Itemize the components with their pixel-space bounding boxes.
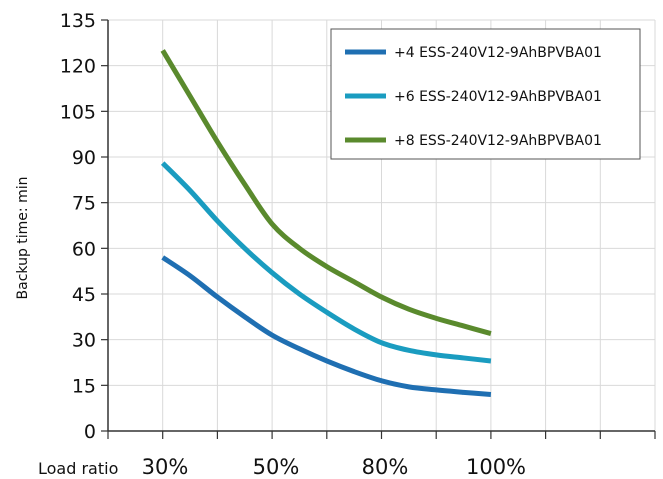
x-tick-label: 30% [142, 455, 189, 479]
y-tick-label: 15 [72, 375, 96, 397]
y-tick-label: 90 [72, 147, 96, 169]
y-tick-label: 135 [60, 10, 96, 32]
legend-label: +4 ESS-240V12-9AhBPVBA01 [394, 45, 602, 61]
series-line-3 [160, 49, 492, 336]
y-tick-label: 0 [84, 421, 96, 443]
legend-label: +8 ESS-240V12-9AhBPVBA01 [394, 133, 602, 149]
legend: +4 ESS-240V12-9AhBPVBA01 +6 ESS-240V12-9A… [330, 28, 641, 160]
y-tick-label: 60 [72, 238, 96, 260]
legend-label: +6 ESS-240V12-9AhBPVBA01 [394, 89, 602, 105]
y-tick-label: 75 [72, 193, 96, 215]
x-tick-label: 100% [466, 455, 526, 479]
y-tick-label: 105 [60, 101, 96, 123]
series-lines [160, 49, 492, 397]
y-tick-label: 30 [72, 330, 96, 352]
x-axis-title: Load ratio [38, 459, 118, 478]
x-tick-label: 80% [362, 455, 409, 479]
y-tick-label: 45 [72, 284, 96, 306]
series-line-2 [160, 161, 492, 364]
x-tick-label: 50% [253, 455, 300, 479]
axes: 0 15 30 45 60 75 90 105 120 135 30% 50% 80% 100% [60, 10, 656, 479]
y-axis-title: Backup time: min [15, 177, 31, 300]
series-line-1 [161, 255, 492, 397]
y-tick-label: 120 [60, 56, 96, 78]
